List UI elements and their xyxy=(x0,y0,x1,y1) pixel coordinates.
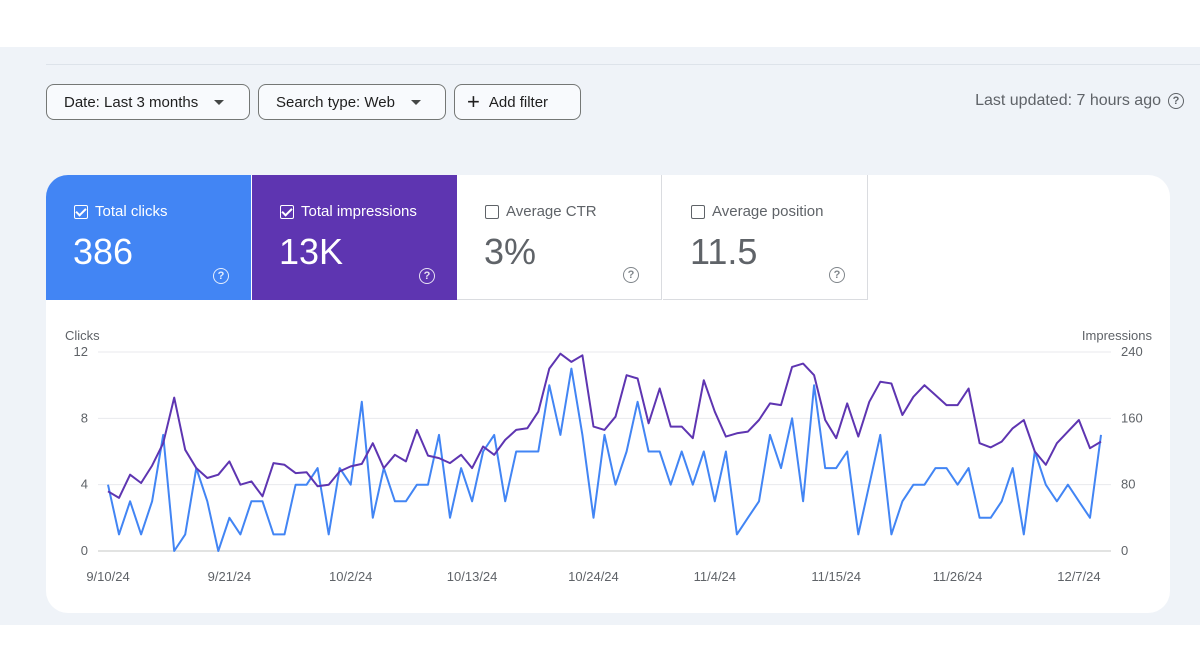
help-circle-icon[interactable]: ? xyxy=(419,268,435,284)
checkbox-icon[interactable] xyxy=(280,204,294,219)
metric-label-row: Average position xyxy=(691,203,823,220)
y-tick-right: 0 xyxy=(1121,543,1128,558)
metric-total-clicks[interactable]: Total clicks 386 ? xyxy=(46,175,251,300)
help-circle-icon[interactable]: ? xyxy=(1168,93,1184,109)
x-tick-label: 10/24/24 xyxy=(568,569,619,584)
metric-value: 13K xyxy=(279,231,344,272)
add-filter-button[interactable]: + Add filter xyxy=(454,84,581,120)
metric-label-row: Total clicks xyxy=(74,203,168,220)
help-circle-icon[interactable]: ? xyxy=(829,267,845,283)
help-circle-icon[interactable]: ? xyxy=(623,267,639,283)
x-tick-label: 9/21/24 xyxy=(208,569,251,584)
y-axis-right-label: Impressions xyxy=(1082,328,1153,343)
y-tick-left: 0 xyxy=(81,543,88,558)
metric-total-impressions[interactable]: Total impressions 13K ? xyxy=(252,175,457,300)
chevron-down-icon xyxy=(214,99,225,105)
y-axis-left-label: Clicks xyxy=(65,328,100,343)
y-tick-left: 12 xyxy=(74,344,88,359)
metric-average-ctr[interactable]: Average CTR 3% ? xyxy=(457,175,662,300)
x-tick-label: 10/13/24 xyxy=(447,569,498,584)
checkbox-icon[interactable] xyxy=(691,204,705,219)
x-tick-label: 9/10/24 xyxy=(86,569,129,584)
metric-average-position[interactable]: Average position 11.5 ? xyxy=(663,175,868,300)
search-type-label: Search type: Web xyxy=(276,93,395,111)
checkbox-icon[interactable] xyxy=(485,204,499,219)
x-tick-label: 11/15/24 xyxy=(811,569,861,584)
x-tick-label: 11/26/24 xyxy=(933,569,983,584)
divider xyxy=(46,64,1200,65)
performance-card: Total clicks 386 ? Total impressions 13K… xyxy=(46,175,1170,613)
y-tick-left: 8 xyxy=(81,410,88,425)
date-filter-label: Date: Last 3 months xyxy=(64,93,199,111)
metric-value: 11.5 xyxy=(690,231,758,272)
checkbox-icon[interactable] xyxy=(74,204,88,219)
y-tick-left: 4 xyxy=(81,477,88,492)
date-filter-chip[interactable]: Date: Last 3 months xyxy=(46,84,250,120)
x-tick-label: 12/7/24 xyxy=(1057,569,1100,584)
chevron-down-icon xyxy=(410,99,421,105)
search-console-performance: Date: Last 3 months Search type: Web + A… xyxy=(0,47,1200,625)
series-line-clicks xyxy=(107,367,1102,552)
search-type-chip[interactable]: Search type: Web xyxy=(258,84,446,120)
y-tick-right: 240 xyxy=(1121,344,1143,359)
metric-value: 386 xyxy=(73,231,134,272)
help-circle-icon[interactable]: ? xyxy=(213,268,229,284)
y-tick-right: 160 xyxy=(1121,410,1143,425)
x-tick-label: 10/2/24 xyxy=(329,569,372,584)
last-updated-status: Last updated: 7 hours ago ? xyxy=(975,92,1184,110)
performance-chart: Clicks Impressions 12 240 8 160 4 80 0 0 9/10/24 9/… xyxy=(65,328,1153,584)
metric-label-row: Total impressions xyxy=(280,203,417,220)
metric-label: Total clicks xyxy=(95,203,168,220)
metric-label-row: Average CTR xyxy=(485,203,597,220)
series-line-impressions xyxy=(107,352,1102,499)
metric-label: Total impressions xyxy=(301,203,417,220)
y-tick-right: 80 xyxy=(1121,477,1135,492)
last-updated-text: Last updated: 7 hours ago xyxy=(975,92,1161,109)
add-filter-label: Add filter xyxy=(488,93,549,111)
plus-icon: + xyxy=(467,89,480,114)
metric-label: Average CTR xyxy=(506,203,597,220)
metric-value: 3% xyxy=(484,231,537,272)
x-tick-label: 11/4/24 xyxy=(694,569,736,584)
metric-label: Average position xyxy=(712,203,824,220)
